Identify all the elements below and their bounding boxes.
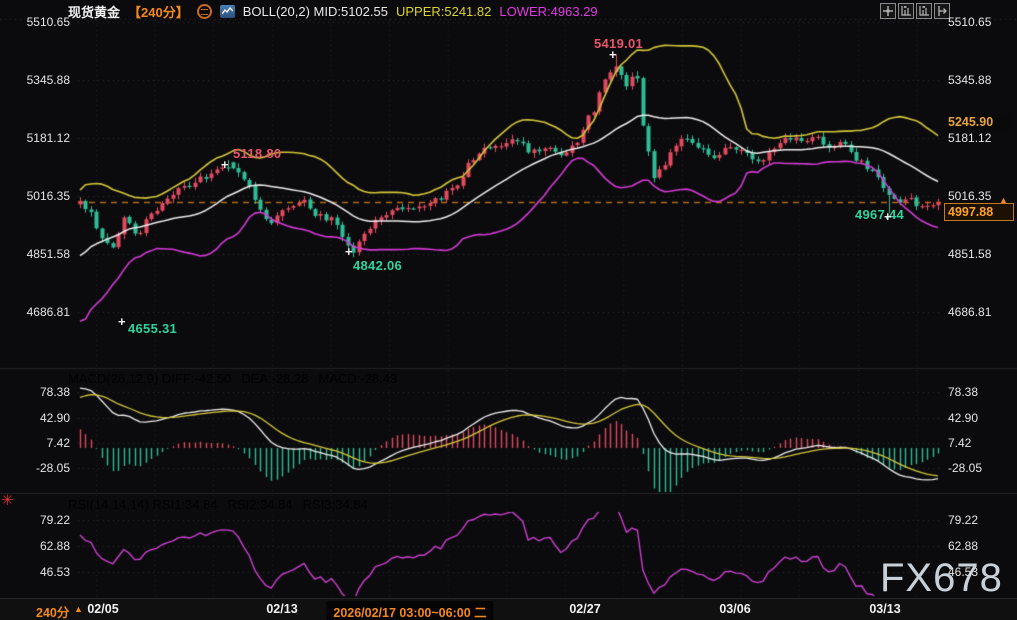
- price-tick-left: 4686.81: [26, 305, 70, 319]
- chart-header: 现货黄金 【240分】 BOLL(20,2) MID:5102.55 UPPER…: [68, 2, 598, 21]
- price-tick-left: 4851.58: [26, 247, 70, 261]
- rsi-tick-left: 46.53: [39, 565, 70, 579]
- price-tick-right: 5510.65: [948, 15, 992, 29]
- macd-tick-right: -28.05: [948, 461, 983, 475]
- rsi-tick-left: 79.22: [39, 513, 70, 527]
- date-tick: 03/06: [719, 602, 751, 616]
- boll-mid-value: BOLL(20,2) MID:5102.55: [242, 4, 388, 19]
- symbol-name: 现货黄金: [68, 5, 121, 20]
- upper-band-badge: 5245.90: [946, 114, 1012, 130]
- macd-tick-right: 42.90: [948, 411, 979, 425]
- period-up-triangle-icon: ▲: [74, 604, 83, 614]
- chart-style-icon[interactable]: [219, 5, 235, 18]
- price-tick-left: 5181.12: [26, 131, 70, 145]
- date-tick: 03/13: [869, 602, 901, 616]
- rsi2-value: RSI2:34.84: [227, 497, 293, 512]
- boll-upper-value: UPPER:5241.82: [395, 4, 492, 19]
- price-tick-right: 5181.12: [948, 131, 992, 145]
- rsi-header: RSI(14,14,14) RSI1:34.84 RSI2:34.84 RSI3…: [68, 497, 368, 512]
- annotation-recent-low: 4967.44: [855, 207, 905, 222]
- price-tick-right: 4686.81: [948, 305, 992, 319]
- last-price-badge: 4997.88: [944, 203, 1014, 221]
- price-tick-right: 5345.88: [948, 73, 992, 87]
- macd-tick-right: 78.38: [948, 385, 979, 399]
- date-tick: 02/13: [266, 602, 298, 616]
- price-tick-left: 5510.65: [26, 15, 70, 29]
- rsi-tick-right: 79.22: [948, 513, 979, 527]
- annotation-swing-high: 5118.80: [233, 146, 282, 161]
- annotation-low: 4842.06: [353, 258, 403, 273]
- rsi-title: RSI(14,14,14) RSI1:34.84: [68, 497, 218, 512]
- rsi-tick-left: 62.88: [39, 539, 70, 553]
- macd-tick-left: 42.90: [39, 411, 70, 425]
- scale-compress-icon[interactable]: [898, 3, 914, 19]
- band-low-marker-icon: +: [118, 314, 126, 329]
- time-axis-bar: 240分 ▲ 02/05 02/13 2026/02/17 03:00~06:0…: [0, 598, 1017, 620]
- annotation-band-low: 4655.31: [128, 321, 178, 336]
- date-tick: 02/05: [87, 602, 119, 616]
- boll-lower-value: LOWER:4963.29: [499, 4, 598, 19]
- price-tick-right: 4851.58: [948, 247, 992, 261]
- low-marker-icon: +: [345, 244, 353, 259]
- rsi3-value: RSI3:34.84: [302, 497, 368, 512]
- macd-tick-left: -28.05: [35, 461, 70, 475]
- crosshair-move-icon[interactable]: [880, 3, 896, 19]
- scale-expand-icon[interactable]: [916, 3, 932, 19]
- swing-high-marker-icon: +: [221, 157, 229, 172]
- high-marker-icon: +: [609, 47, 617, 62]
- selected-datetime-badge: 2026/02/17 03:00~06:00 二: [326, 601, 494, 620]
- price-tick-left: 5345.88: [26, 73, 70, 87]
- period-selector[interactable]: 240分: [36, 606, 70, 620]
- price-pointer-icon: ▲: [999, 195, 1008, 205]
- rsi-tick-right: 62.88: [948, 539, 979, 553]
- chart-toolbar: [880, 3, 950, 19]
- fx678-watermark: FX678: [880, 556, 1003, 600]
- price-tick-right: 5016.35: [948, 189, 992, 203]
- period-label: 【240分】: [128, 5, 189, 20]
- annotation-period-high: 5419.01: [594, 36, 644, 51]
- recent-low-marker-icon: +: [884, 209, 892, 224]
- price-tick-left: 5016.35: [26, 189, 70, 203]
- macd-title: MACD(26,12,9) DIFF:-42.50: [68, 371, 232, 386]
- macd-tick-left: 7.42: [46, 436, 70, 450]
- rsi-tick-right: 46.53: [948, 565, 979, 579]
- macd-tick-left: 78.38: [39, 385, 70, 399]
- macd-dea-value: DEA:-28.28: [241, 371, 309, 386]
- date-tick: 02/27: [569, 602, 601, 616]
- go-to-latest-icon[interactable]: [934, 3, 950, 19]
- macd-tick-right: 7.42: [948, 436, 972, 450]
- live-beacon-icon[interactable]: ✳: [1, 492, 14, 509]
- link-settings-icon[interactable]: [196, 4, 212, 19]
- macd-macd-value: MACD:-28.43: [318, 371, 398, 386]
- macd-header: MACD(26,12,9) DIFF:-42.50 DEA:-28.28 MAC…: [68, 371, 397, 386]
